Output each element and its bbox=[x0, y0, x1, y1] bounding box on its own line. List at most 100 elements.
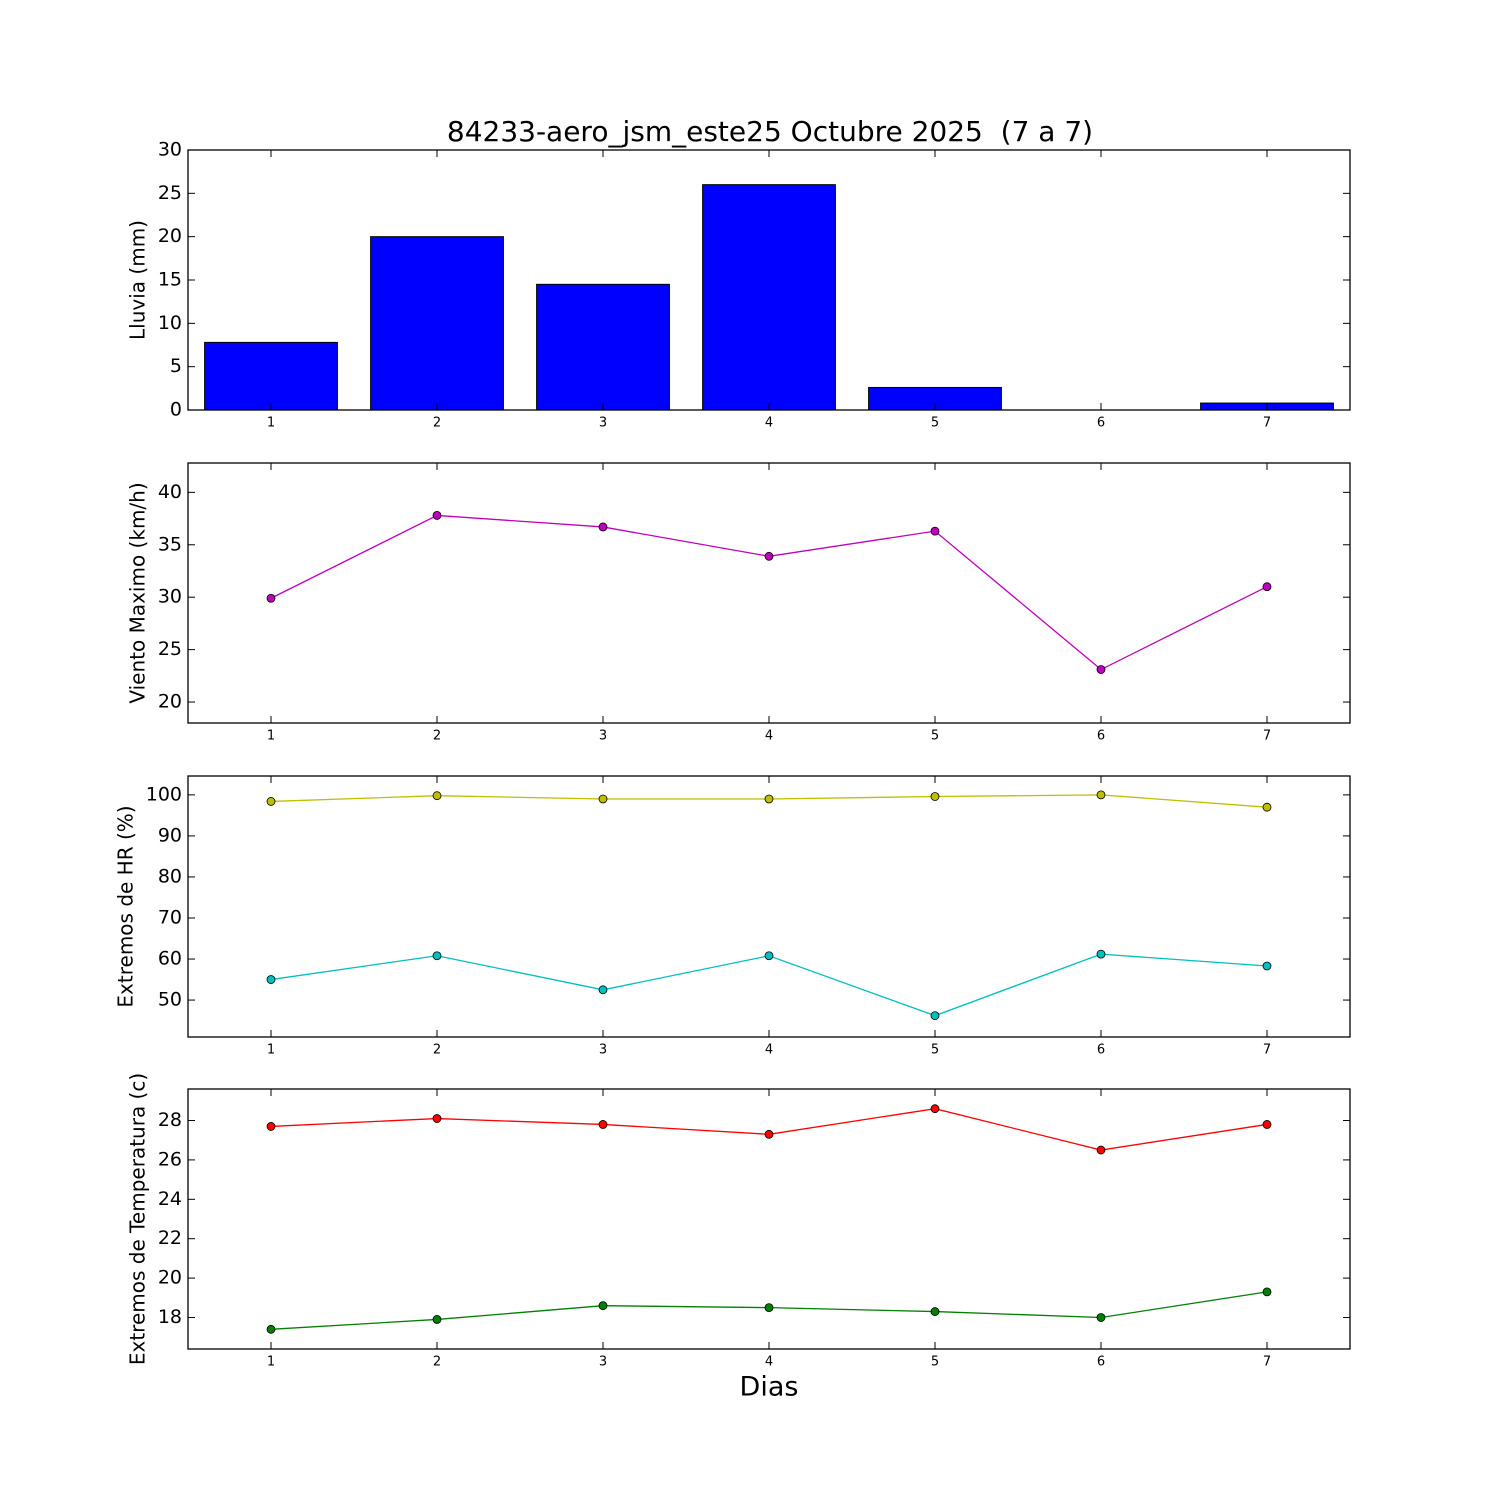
data-point bbox=[266, 1324, 276, 1334]
data-point bbox=[930, 526, 940, 536]
series-line bbox=[270, 953, 1268, 1017]
series-line bbox=[270, 514, 1268, 671]
y-axis-label: Extremos de Temperatura (c) bbox=[126, 1073, 150, 1365]
data-point bbox=[432, 1315, 442, 1324]
x-tick-label: 4 bbox=[765, 1043, 773, 1058]
data-point bbox=[1096, 1313, 1106, 1322]
y-tick-label: 15 bbox=[158, 269, 182, 291]
data-point bbox=[598, 522, 608, 532]
x-tick-label: 3 bbox=[599, 1043, 607, 1058]
data-point bbox=[1262, 1287, 1272, 1297]
y-tick-label: 20 bbox=[158, 225, 182, 247]
x-tick-label: 6 bbox=[1097, 1043, 1105, 1058]
data-point bbox=[432, 511, 442, 520]
data-point bbox=[764, 951, 774, 961]
y-tick-label: 70 bbox=[158, 906, 182, 928]
y-axis-label: Extremos de HR (%) bbox=[114, 805, 138, 1007]
y-axis-label: Lluvia (mm) bbox=[126, 220, 150, 340]
y-tick-label: 90 bbox=[158, 824, 182, 846]
y-tick-label: 60 bbox=[158, 948, 182, 970]
data-point bbox=[764, 551, 774, 561]
data-point bbox=[1096, 790, 1106, 800]
x-tick-label: 1 bbox=[267, 1355, 275, 1370]
y-tick-label: 10 bbox=[158, 312, 182, 334]
y-axis-label: Viento Maximo (km/h) bbox=[126, 482, 150, 703]
x-tick-label: 6 bbox=[1097, 416, 1105, 431]
bar bbox=[204, 341, 338, 411]
bar bbox=[370, 236, 504, 411]
x-tick-label: 4 bbox=[765, 416, 773, 431]
data-point bbox=[1262, 582, 1272, 592]
x-tick-label: 7 bbox=[1263, 729, 1271, 744]
bar bbox=[536, 283, 670, 411]
x-tick-label: 1 bbox=[267, 729, 275, 744]
y-tick-label: 35 bbox=[158, 533, 182, 555]
axes-frame bbox=[187, 775, 1351, 1038]
y-tick-label: 30 bbox=[158, 139, 182, 161]
x-tick-label: 2 bbox=[433, 1043, 441, 1058]
axes-frame bbox=[187, 462, 1351, 724]
y-tick-label: 18 bbox=[158, 1306, 182, 1328]
data-point bbox=[1262, 1120, 1272, 1129]
data-point bbox=[1096, 949, 1106, 959]
data-point bbox=[764, 1129, 774, 1139]
data-point bbox=[930, 1104, 940, 1114]
data-point bbox=[598, 1301, 608, 1311]
x-tick-label: 4 bbox=[765, 729, 773, 744]
x-tick-label: 3 bbox=[599, 1355, 607, 1370]
x-tick-label: 4 bbox=[765, 1355, 773, 1370]
x-axis-label: Dias bbox=[740, 1372, 799, 1403]
y-tick-label: 22 bbox=[158, 1227, 182, 1249]
data-point bbox=[764, 794, 774, 804]
y-tick-label: 20 bbox=[158, 691, 182, 713]
data-point bbox=[266, 797, 276, 806]
x-tick-label: 2 bbox=[433, 1355, 441, 1370]
x-tick-label: 5 bbox=[931, 1355, 939, 1370]
x-tick-label: 5 bbox=[931, 729, 939, 744]
data-point bbox=[930, 792, 940, 801]
y-tick-label: 50 bbox=[158, 989, 182, 1011]
x-tick-label: 5 bbox=[931, 416, 939, 431]
y-tick-label: 20 bbox=[158, 1267, 182, 1289]
chart-title: 84233-aero_jsm_este25 Octubre 2025 (7 a … bbox=[447, 115, 1093, 148]
data-point bbox=[598, 794, 608, 804]
data-point bbox=[432, 951, 442, 961]
x-tick-label: 2 bbox=[433, 729, 441, 744]
y-tick-label: 24 bbox=[158, 1188, 182, 1210]
x-tick-label: 6 bbox=[1097, 1355, 1105, 1370]
y-tick-label: 30 bbox=[158, 586, 182, 608]
x-tick-label: 6 bbox=[1097, 729, 1105, 744]
data-point bbox=[930, 1307, 940, 1316]
bar bbox=[702, 184, 836, 411]
data-point bbox=[1096, 665, 1106, 674]
data-point bbox=[930, 1011, 940, 1021]
x-tick-label: 5 bbox=[931, 1043, 939, 1058]
data-point bbox=[266, 593, 276, 603]
data-point bbox=[598, 1120, 608, 1129]
data-point bbox=[432, 791, 442, 801]
x-tick-label: 7 bbox=[1263, 1043, 1271, 1058]
data-point bbox=[1262, 961, 1272, 971]
y-tick-label: 28 bbox=[158, 1109, 182, 1131]
x-tick-label: 1 bbox=[267, 416, 275, 431]
y-tick-label: 25 bbox=[158, 638, 182, 660]
data-point bbox=[432, 1114, 442, 1123]
y-tick-label: 26 bbox=[158, 1148, 182, 1170]
y-tick-label: 40 bbox=[158, 481, 182, 503]
y-tick-label: 80 bbox=[158, 865, 182, 887]
x-tick-label: 2 bbox=[433, 416, 441, 431]
x-tick-label: 7 bbox=[1263, 1355, 1271, 1370]
data-point bbox=[266, 975, 276, 984]
data-point bbox=[764, 1303, 774, 1313]
data-point bbox=[1262, 802, 1272, 812]
data-point bbox=[266, 1122, 276, 1131]
x-tick-label: 3 bbox=[599, 416, 607, 431]
y-tick-label: 5 bbox=[170, 355, 182, 377]
x-tick-label: 3 bbox=[599, 729, 607, 744]
series-line bbox=[270, 1108, 1268, 1151]
x-tick-label: 1 bbox=[267, 1043, 275, 1058]
y-tick-label: 0 bbox=[170, 399, 182, 421]
y-tick-label: 100 bbox=[146, 783, 182, 805]
